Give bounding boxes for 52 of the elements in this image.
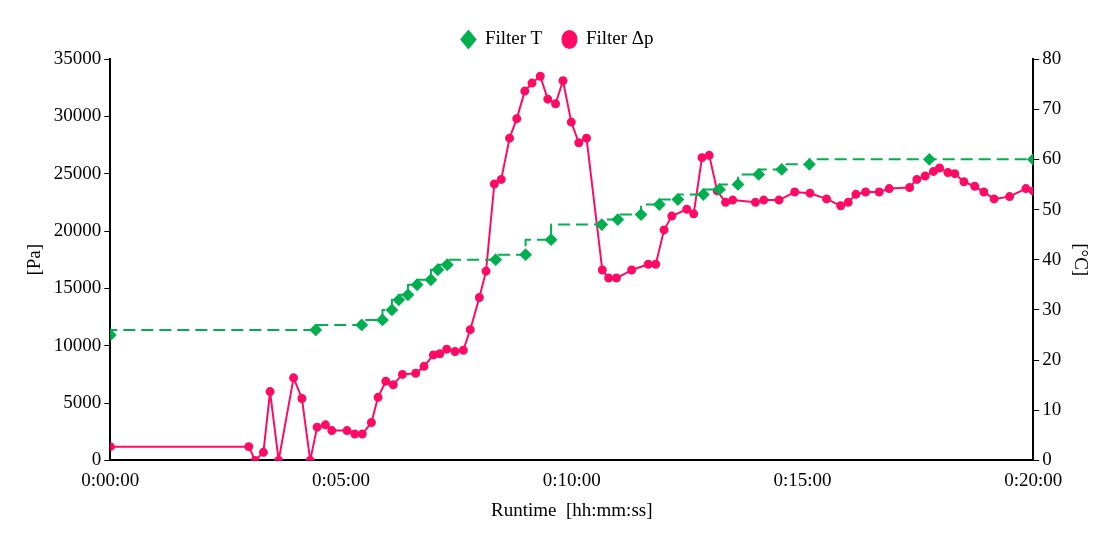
legend-label: Filter T <box>484 27 543 49</box>
point <box>392 293 405 306</box>
point <box>431 263 444 276</box>
y2-tick-label: 0 <box>1042 448 1052 470</box>
legend-label: Filter Δp <box>585 27 654 49</box>
x-tick-label: 0:05:00 <box>311 468 371 490</box>
point <box>385 303 398 316</box>
point <box>752 168 765 181</box>
point <box>731 178 744 191</box>
point <box>923 153 936 166</box>
point <box>775 163 788 176</box>
y2-tick-label: 60 <box>1042 147 1062 169</box>
x-tick-label: 0:10:00 <box>542 468 601 490</box>
point <box>635 208 648 221</box>
y-tick-label: 25000 <box>53 161 102 183</box>
y2-tick-label: 80 <box>1042 46 1062 68</box>
point <box>309 323 322 336</box>
y2-tick-label: 10 <box>1042 398 1062 420</box>
point <box>595 218 608 231</box>
y-tick-label: 35000 <box>53 46 102 68</box>
y2-tick-label: 70 <box>1042 97 1062 119</box>
y2-tick-label: 20 <box>1042 348 1062 370</box>
point <box>424 273 437 286</box>
point <box>376 313 389 326</box>
point <box>611 213 624 226</box>
point <box>713 183 726 196</box>
x-axis-title: Runtime [hh:mm:ss] <box>491 498 653 520</box>
point <box>697 188 710 201</box>
y-tick-label: 15000 <box>53 276 102 298</box>
y2-tick-label: 40 <box>1042 247 1062 269</box>
point <box>441 258 454 271</box>
point <box>545 233 558 246</box>
point <box>519 248 532 261</box>
y-tick-label: 30000 <box>53 104 102 126</box>
y2-tick-label: 30 <box>1042 297 1062 319</box>
y2-axis-title: [°C] <box>1070 243 1092 277</box>
y-tick-label: 0 <box>91 448 102 470</box>
point <box>489 253 502 266</box>
point <box>355 318 368 331</box>
x-tick-label: 0:00:00 <box>81 468 140 490</box>
y-tick-label: 5000 <box>63 391 102 413</box>
y-tick-label: 20000 <box>53 219 102 241</box>
point <box>803 158 816 171</box>
y-axis-title: [Pa] <box>23 243 45 276</box>
point <box>653 198 666 211</box>
point <box>671 193 684 206</box>
x-tick-label: 0:20:00 <box>1004 468 1063 490</box>
x-tick-label: 0:15:00 <box>773 468 832 490</box>
point <box>411 278 424 291</box>
point <box>401 288 414 301</box>
y2-tick-label: 50 <box>1042 197 1062 219</box>
y-tick-label: 10000 <box>53 333 102 355</box>
